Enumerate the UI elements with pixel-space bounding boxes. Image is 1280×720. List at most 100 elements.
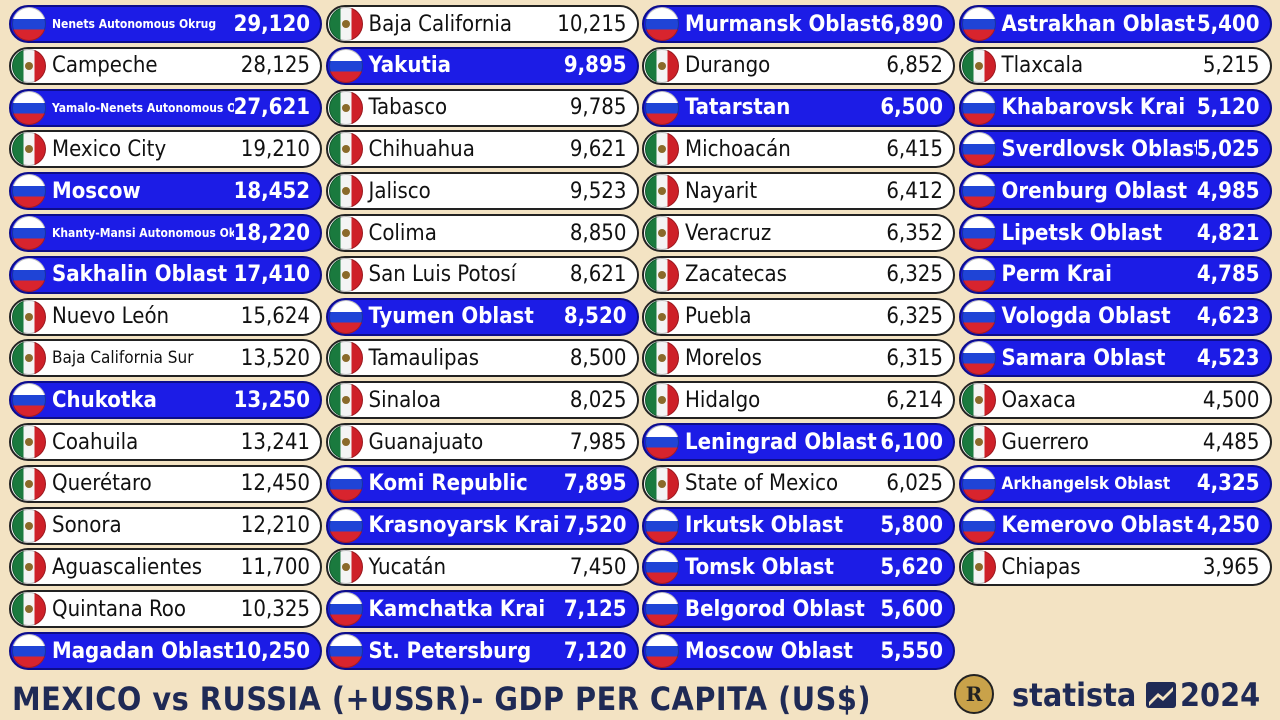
region-name: Mexico City bbox=[52, 136, 167, 162]
russia-flag-icon bbox=[961, 216, 996, 250]
gdp-value: 18,452 bbox=[233, 178, 310, 204]
gdp-value: 7,520 bbox=[563, 513, 627, 539]
ranking-row: Murmansk Oblast 6,890 bbox=[642, 5, 955, 43]
region-name: Yucatán bbox=[368, 554, 447, 580]
ranking-row: Baja California Sur 13,520 bbox=[9, 339, 322, 378]
region-name: Samara Oblast bbox=[1001, 345, 1166, 371]
gdp-value: 27,621 bbox=[233, 95, 310, 121]
mexico-flag-icon bbox=[12, 341, 46, 376]
ranking-row: Sakhalin Oblast 17,410 bbox=[9, 255, 322, 294]
gdp-value: 17,410 bbox=[233, 262, 310, 288]
russia-flag-icon bbox=[645, 550, 679, 585]
russia-flag-icon bbox=[961, 257, 996, 292]
ranking-row: Jalisco 9,523 bbox=[325, 172, 639, 211]
region-name: Guerrero bbox=[1001, 429, 1089, 455]
russia-flag-icon bbox=[328, 634, 363, 668]
ranking-row: Irkutsk Oblast 5,800 bbox=[642, 506, 955, 545]
region-name: Nenets Autonomous Okrug bbox=[52, 17, 217, 31]
region-name: Veracruz bbox=[685, 220, 772, 246]
region-name: Jalisco bbox=[368, 178, 431, 204]
russia-flag-icon bbox=[961, 299, 996, 334]
gdp-value: 29,120 bbox=[233, 11, 310, 37]
ranking-row: San Luis Potosí 8,621 bbox=[325, 255, 639, 294]
russia-flag-icon bbox=[328, 48, 363, 83]
gdp-value: 9,785 bbox=[569, 95, 627, 121]
mexico-flag-icon bbox=[645, 341, 679, 376]
gdp-value: 6,325 bbox=[886, 304, 943, 330]
region-name: Tamaulipas bbox=[368, 345, 480, 371]
mexico-flag-icon bbox=[645, 48, 679, 83]
russia-flag-icon bbox=[12, 257, 46, 292]
region-name: Quintana Roo bbox=[52, 596, 186, 622]
russia-flag-icon bbox=[961, 174, 996, 209]
region-name: Yakutia bbox=[368, 53, 452, 79]
gdp-value: 8,500 bbox=[569, 345, 627, 371]
gdp-value: 18,220 bbox=[233, 220, 310, 246]
gdp-value: 5,800 bbox=[880, 513, 943, 539]
region-name: Moscow bbox=[52, 178, 141, 204]
region-name: Baja California bbox=[368, 11, 513, 37]
gdp-value: 7,895 bbox=[563, 471, 627, 497]
region-name: Oaxaca bbox=[1001, 387, 1077, 413]
gdp-value: 28,125 bbox=[240, 53, 310, 79]
region-name: Moscow Oblast bbox=[685, 638, 853, 664]
gdp-value: 6,325 bbox=[886, 262, 943, 288]
region-name: Aguascalientes bbox=[52, 554, 203, 580]
region-name: Querétaro bbox=[52, 471, 152, 497]
mexico-flag-icon bbox=[645, 216, 679, 250]
ranking-row: Khanty-Mansi Autonomous Okrug18,220 bbox=[9, 214, 322, 252]
ranking-row: Yamalo-Nenets Autonomous Okrug27,621 bbox=[9, 88, 322, 127]
ranking-row: Tabasco 9,785 bbox=[325, 88, 639, 127]
mexico-flag-icon bbox=[645, 466, 679, 501]
ranking-row: Durango 6,852 bbox=[642, 46, 955, 85]
ranking-row: Coahuila 13,241 bbox=[9, 423, 322, 461]
ranking-row: Morelos 6,315 bbox=[642, 339, 955, 378]
region-name: Zacatecas bbox=[685, 262, 787, 288]
region-name: Michoacán bbox=[685, 136, 791, 162]
russia-flag-icon bbox=[12, 90, 46, 125]
gdp-value: 7,125 bbox=[563, 596, 627, 622]
mexico-flag-icon bbox=[328, 132, 363, 167]
region-name: Sonora bbox=[52, 513, 122, 539]
region-name: Tomsk Oblast bbox=[685, 554, 835, 580]
mexico-flag-icon bbox=[328, 383, 363, 418]
russia-flag-icon bbox=[12, 7, 46, 41]
ranking-row: Orenburg Oblast 4,985 bbox=[958, 172, 1272, 211]
gdp-value: 9,523 bbox=[569, 178, 627, 204]
gdp-value: 4,623 bbox=[1196, 304, 1260, 330]
region-name: Tabasco bbox=[368, 95, 448, 121]
region-name: Sverdlovsk Oblast bbox=[1001, 136, 1197, 162]
ranking-row: Puebla 6,325 bbox=[642, 297, 955, 336]
ranking-row: Guanajuato 7,985 bbox=[325, 423, 639, 461]
russia-flag-icon bbox=[12, 216, 46, 250]
russia-flag-icon bbox=[961, 90, 996, 125]
mexico-flag-icon bbox=[12, 592, 46, 627]
region-name: Khanty-Mansi Autonomous Okrug bbox=[52, 226, 234, 240]
ranking-row: Aguascalientes 11,700 bbox=[9, 548, 322, 587]
gdp-value: 8,621 bbox=[569, 262, 627, 288]
gdp-value: 8,850 bbox=[569, 220, 627, 246]
ranking-row: Sverdlovsk Oblast 5,025 bbox=[958, 130, 1272, 169]
region-name: Campeche bbox=[52, 53, 158, 79]
russia-flag-icon bbox=[645, 508, 679, 543]
statista-brand: statista bbox=[1012, 676, 1177, 714]
gdp-value: 4,325 bbox=[1196, 471, 1260, 497]
russia-flag-icon bbox=[961, 508, 996, 543]
russia-flag-icon bbox=[645, 7, 679, 41]
region-name: Arkhangelsk Oblast bbox=[1001, 473, 1171, 494]
region-name: Hidalgo bbox=[685, 387, 761, 413]
ranking-row: Tyumen Oblast 8,520 bbox=[325, 297, 639, 336]
mexico-flag-icon bbox=[328, 174, 363, 209]
ranking-row: Tomsk Oblast 5,620 bbox=[642, 548, 955, 587]
mexico-flag-icon bbox=[328, 257, 363, 292]
mexico-flag-icon bbox=[645, 257, 679, 292]
ranking-row: Astrakhan Oblast 5,400 bbox=[958, 5, 1272, 43]
region-name: Perm Krai bbox=[1001, 262, 1112, 288]
mexico-flag-icon bbox=[328, 550, 363, 585]
gdp-value: 13,520 bbox=[240, 345, 310, 371]
region-name: Durango bbox=[685, 53, 771, 79]
ranking-row: Leningrad Oblast 6,100 bbox=[642, 423, 955, 461]
region-name: Orenburg Oblast bbox=[1001, 178, 1188, 204]
gdp-value: 6,500 bbox=[880, 95, 943, 121]
ranking-row: Komi Republic 7,895 bbox=[325, 464, 639, 503]
